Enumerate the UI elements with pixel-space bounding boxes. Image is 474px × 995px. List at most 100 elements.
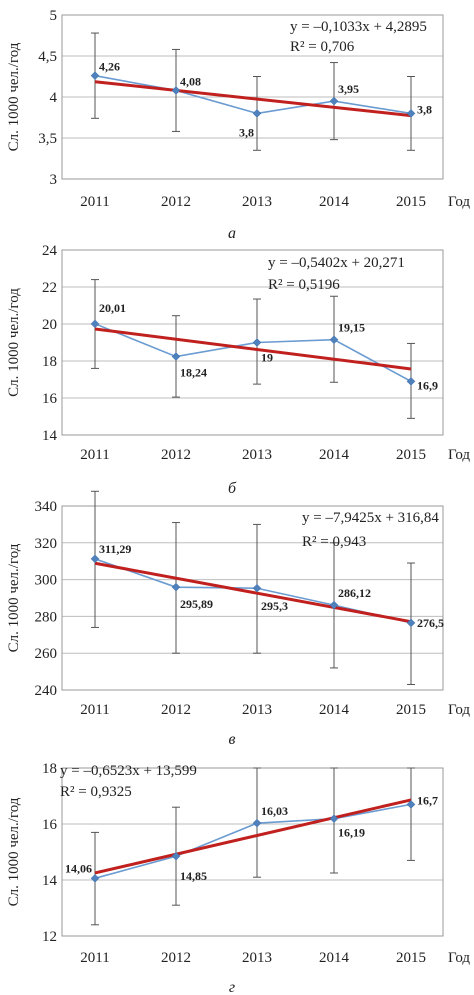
y-tick-label: 14: [42, 428, 58, 444]
y-tick-label: 18: [42, 354, 57, 370]
r-squared: R² = 0,5196: [268, 277, 340, 293]
y-tick-label: 14: [42, 873, 58, 889]
chart-panel-3: 240 260 280 300 320 340 Сл. 1000 чел./год 2011 2…: [6, 490, 470, 748]
data-label: 3,8: [417, 102, 432, 116]
x-tick-label: 2012: [161, 950, 191, 966]
x-tick-label: 2012: [161, 194, 191, 210]
data-point: [90, 71, 100, 81]
data-label: 14,85: [180, 869, 207, 883]
x-tick-label: 2011: [80, 702, 109, 718]
y-tick-label: 280: [35, 609, 58, 625]
data-point: [171, 352, 181, 361]
r-squared: R² = 0,9325: [60, 784, 132, 800]
trendline: [94, 561, 412, 624]
plot-area: [61, 505, 444, 691]
x-axis-label: Год: [448, 702, 470, 718]
trend-equation: y = –0,1033x + 4,2895: [290, 19, 427, 35]
trend-equation: y = –0,5402x + 20,271: [268, 255, 405, 271]
data-point: [252, 818, 262, 828]
data-label: 16,7: [417, 793, 438, 807]
x-axis-label: Год: [448, 950, 470, 966]
x-tick-label: 2014: [319, 447, 350, 463]
data-point: [406, 618, 416, 628]
data-label: 286,12: [338, 586, 371, 600]
y-tick-label: 12: [42, 929, 57, 945]
y-axis-label: Сл. 1000 чел./год: [6, 543, 22, 652]
trend-equation: y = –0,6523x + 13,599: [60, 763, 197, 779]
data-point: [171, 582, 181, 592]
y-axis-label: Сл. 1000 чел./год: [6, 42, 22, 151]
x-tick-label: 2011: [80, 447, 109, 463]
y-tick-label: 3: [50, 172, 58, 188]
y-tick-label: 16: [42, 391, 58, 407]
data-point: [406, 376, 416, 386]
x-tick-label: 2012: [161, 702, 191, 718]
y-tick-label: 5: [50, 8, 58, 24]
data-label: 4,08: [180, 74, 201, 88]
x-tick-label: 2015: [396, 194, 426, 210]
y-tick-label: 4: [50, 90, 58, 106]
y-tick-label: 320: [35, 536, 58, 552]
data-label: 295,89: [180, 597, 213, 611]
data-point: [171, 86, 181, 95]
y-tick-label: 260: [35, 646, 58, 662]
x-tick-label: 2015: [396, 950, 426, 966]
data-point: [329, 814, 339, 824]
trend-equation: y = –7,9425x + 316,84: [302, 510, 439, 526]
y-tick-label: 3,5: [38, 131, 57, 147]
x-tick-label: 2011: [80, 194, 109, 210]
data-label: 20,01: [99, 301, 126, 315]
x-tick-label: 2014: [319, 194, 350, 210]
y-axis-label: Сл. 1000 чел./год: [6, 288, 22, 397]
y-tick-label: 24: [42, 243, 58, 259]
data-point: [406, 109, 416, 118]
x-tick-label: 2012: [161, 447, 191, 463]
x-tick-label: 2013: [242, 702, 272, 718]
data-point: [252, 109, 262, 118]
data-point: [252, 338, 262, 347]
panel-label: г: [229, 979, 235, 995]
r-squared: R² = 0,943: [302, 534, 366, 550]
data-point: [252, 583, 262, 593]
data-label: 16,19: [338, 826, 365, 840]
plot-area: [61, 14, 444, 180]
x-tick-label: 2014: [319, 702, 350, 718]
x-tick-label: 2013: [242, 194, 272, 210]
x-axis-label: Год: [448, 194, 470, 210]
chart-panel-1: 3 3,5 4 4,5 5 Сл. 1000 чел./год 2011 2012 2013 20…: [6, 8, 470, 242]
chart-panel-4: 12 14 16 18 Сл. 1000 чел./год 2011 2012 2013 201…: [6, 761, 470, 995]
data-point: [171, 851, 181, 861]
data-point: [90, 873, 100, 883]
data-point: [406, 800, 416, 809]
chart-panel-2: 14 16 18 20 22 24 Сл. 1000 чел./год 2011 2012 201…: [6, 243, 470, 497]
y-tick-label: 340: [35, 499, 58, 515]
data-label: 16,9: [417, 378, 438, 392]
data-point: [90, 554, 100, 564]
x-tick-label: 2013: [242, 950, 272, 966]
data-label: 19,15: [338, 321, 365, 335]
data-label: 311,29: [99, 542, 131, 556]
series-line: [94, 803, 412, 880]
data-label: 14,06: [65, 861, 92, 875]
data-point: [329, 335, 339, 345]
data-point: [329, 96, 339, 106]
panel-label: б: [228, 480, 237, 497]
x-tick-label: 2015: [396, 447, 426, 463]
plot-area: [61, 249, 444, 436]
data-label: 295,3: [261, 599, 288, 613]
y-tick-label: 4,5: [38, 49, 57, 65]
data-label: 4,26: [99, 60, 120, 74]
x-tick-label: 2011: [80, 950, 109, 966]
y-tick-label: 18: [42, 761, 57, 777]
y-tick-label: 300: [35, 573, 58, 589]
x-axis-label: Год: [448, 447, 470, 463]
panel-label: в: [229, 731, 236, 748]
r-squared: R² = 0,706: [290, 39, 355, 55]
x-tick-label: 2013: [242, 447, 272, 463]
panel-label: а: [228, 225, 236, 242]
data-point: [329, 600, 339, 610]
data-label: 18,24: [180, 366, 207, 380]
data-label: 16,03: [261, 804, 288, 818]
trendline: [94, 798, 412, 875]
